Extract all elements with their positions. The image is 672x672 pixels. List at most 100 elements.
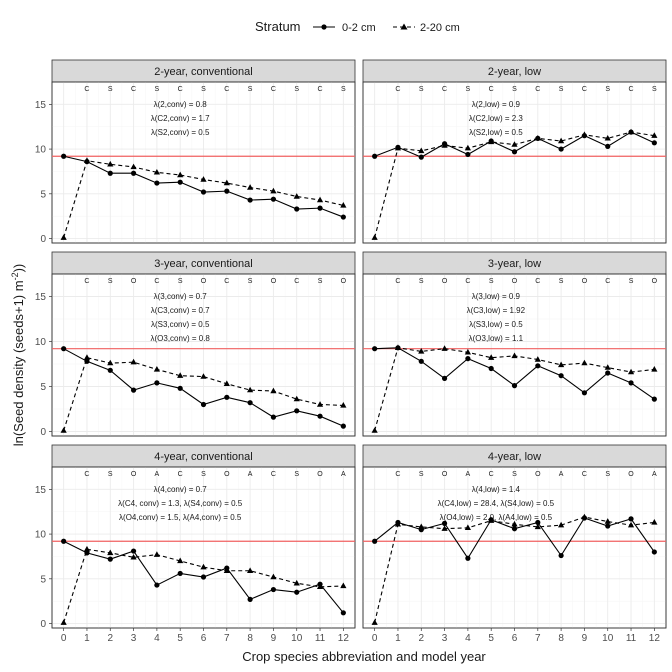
data-point-shallow [247, 197, 253, 203]
crop-label: S [419, 471, 424, 478]
x-axis-title: Crop species abbreviation and model year [242, 649, 486, 664]
crop-label: S [605, 471, 610, 478]
data-point-shallow [372, 538, 378, 544]
x-tick-label: 5 [488, 633, 494, 644]
data-point-deep [270, 187, 277, 194]
crop-label: S [419, 278, 424, 285]
lambda-annotation: λ(3,conv) = 0.7 [154, 292, 208, 301]
data-point-shallow [441, 375, 448, 381]
x-tick-label: 1 [84, 633, 90, 644]
panel-title: 4-year, low [488, 451, 541, 463]
crop-label: C [178, 471, 183, 478]
data-point-shallow [247, 400, 253, 406]
data-point-deep [418, 348, 425, 354]
crop-label: S [294, 471, 299, 478]
data-point-shallow [154, 380, 160, 386]
data-point-deep [534, 356, 541, 362]
crop-label: S [605, 86, 610, 93]
crop-label: S [559, 278, 564, 285]
crop-label: C [582, 471, 587, 478]
data-point-shallow [200, 401, 207, 408]
y-axis-title: ln(Seed density (seeds+1) m-2)) [10, 264, 26, 447]
data-point-deep [394, 344, 402, 350]
lambda-annotation: λ(S2,low) = 0.5 [469, 128, 523, 137]
crop-label: C [605, 278, 610, 285]
data-point-shallow [177, 570, 183, 577]
crop-label: S [419, 86, 424, 93]
legend-key-triangle [400, 23, 408, 30]
data-point-deep [293, 395, 300, 402]
x-tick-label: 5 [177, 633, 183, 644]
crop-label: S [201, 471, 206, 478]
data-point-shallow [270, 414, 277, 420]
data-point-shallow [372, 346, 378, 352]
data-point-shallow [270, 196, 277, 202]
data-point-deep [604, 364, 611, 370]
data-point-deep [340, 582, 347, 589]
crop-label: O [317, 471, 323, 478]
lambda-annotation: λ(2,low) = 0.9 [472, 100, 521, 109]
data-point-shallow [294, 408, 300, 414]
data-point-shallow [177, 179, 183, 185]
data-point-deep [511, 141, 518, 147]
crop-label: C [294, 278, 299, 285]
crop-label: S [489, 278, 494, 285]
data-point-shallow [177, 385, 183, 391]
lambda-annotation: λ(O4,conv) = 1.5, λ(A4,conv) = 0.5 [119, 513, 242, 522]
y-tick-label: 5 [40, 574, 46, 585]
data-point-deep [177, 171, 184, 178]
data-point-deep [604, 518, 611, 524]
data-point-deep [371, 619, 378, 625]
crop-label: O [652, 278, 658, 285]
panel-border [51, 273, 356, 437]
data-point-shallow [488, 365, 494, 372]
x-tick-label: 7 [535, 633, 541, 644]
data-point-shallow [558, 552, 564, 559]
data-point-shallow [372, 153, 378, 159]
data-point-deep [153, 551, 160, 557]
panel-border [362, 273, 667, 437]
x-tick-label: 2 [107, 633, 113, 644]
crop-label: S [108, 471, 113, 478]
data-point-deep [130, 358, 137, 365]
data-point-shallow [651, 140, 657, 146]
data-point-deep [340, 402, 347, 408]
data-point-deep [488, 517, 495, 523]
panel-title: 3-year, low [488, 258, 541, 270]
data-point-deep [130, 163, 137, 170]
data-point-shallow [61, 153, 67, 159]
data-point-deep [604, 134, 611, 141]
y-tick-label: 0 [40, 234, 46, 245]
data-point-shallow [200, 574, 207, 580]
crop-label: S [248, 86, 253, 93]
lambda-annotation: λ(C4,low) = 28.4, λ(S4,low) = 0.5 [438, 499, 555, 508]
crop-label: C [84, 278, 89, 285]
panel-title: 3-year, conventional [154, 258, 252, 270]
y-tick-label: 15 [35, 485, 47, 496]
panel-border [51, 81, 356, 244]
crop-label: S [294, 86, 299, 93]
data-point-deep [316, 401, 324, 407]
data-point-deep [60, 619, 67, 625]
crop-label: S [108, 86, 113, 93]
crop-label: C [84, 86, 89, 93]
x-tick-label: 9 [271, 633, 277, 644]
data-point-shallow [200, 189, 207, 195]
lambda-annotation: λ(C2,conv) = 1.7 [151, 114, 210, 123]
crop-label: S [652, 86, 657, 93]
data-point-shallow [61, 538, 67, 544]
crop-label: C [271, 86, 276, 93]
data-point-deep [107, 359, 114, 366]
crop-label: A [466, 471, 471, 478]
data-point-deep [418, 523, 425, 530]
lambda-annotation: λ(O4,low) = 2.0, λ(A4,low) = 0.5 [440, 513, 553, 522]
y-tick-label: 10 [35, 530, 47, 541]
data-point-deep [177, 372, 184, 378]
data-point-shallow [107, 367, 113, 373]
data-point-shallow [535, 519, 541, 526]
lambda-annotation: λ(S3,conv) = 0.5 [151, 320, 210, 329]
data-point-deep [107, 160, 114, 167]
data-point-deep [293, 193, 300, 199]
crop-label: S [629, 278, 634, 285]
